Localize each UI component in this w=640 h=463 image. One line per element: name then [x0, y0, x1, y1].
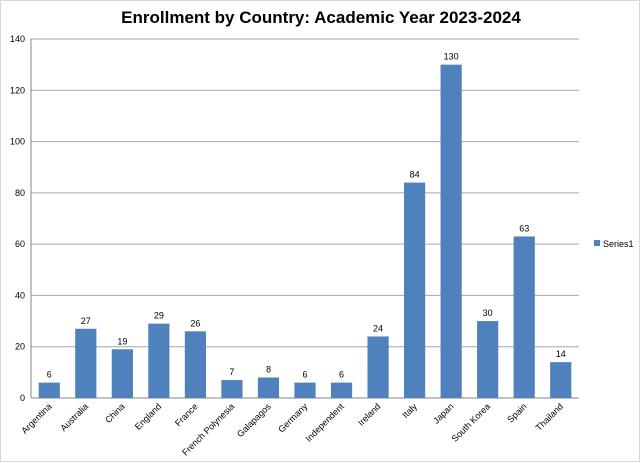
bar [440, 64, 462, 398]
legend-label: Series1 [603, 239, 634, 249]
bar [221, 380, 243, 398]
x-category-label: Italy [400, 401, 419, 420]
bar [111, 349, 133, 398]
legend-swatch [594, 240, 600, 246]
bar [404, 182, 426, 398]
x-category-label: Thailand [534, 401, 565, 432]
bar [184, 331, 206, 398]
bar [550, 362, 572, 398]
y-tick-label: 100 [10, 137, 25, 147]
data-label: 8 [266, 364, 271, 374]
data-label: 130 [444, 52, 459, 62]
data-label: 30 [483, 308, 493, 318]
data-label: 27 [81, 316, 91, 326]
x-category-label: France [173, 401, 200, 428]
bar [38, 382, 60, 398]
bars [38, 64, 572, 398]
data-label: 29 [154, 311, 164, 321]
bar [75, 328, 97, 398]
data-label: 6 [302, 370, 307, 380]
bar [257, 377, 280, 398]
x-category-label: Galapagos [235, 401, 273, 439]
data-label: 6 [339, 370, 344, 380]
gridlines [30, 38, 579, 399]
bar [477, 321, 499, 398]
x-category-label: Ireland [356, 401, 383, 428]
data-label: 14 [556, 349, 566, 359]
x-axis-categories: Argentina Australia China England FranceFren… [19, 401, 565, 458]
x-category-label: Spain [505, 401, 528, 424]
x-category-label: South Korea [450, 401, 492, 443]
data-label: 63 [519, 223, 529, 233]
y-tick-label: 140 [10, 34, 25, 44]
data-labels: 6 27 19 29 26 7 8 6 6 24 84 130 30 63 14 [47, 52, 566, 380]
data-label: 84 [410, 170, 420, 180]
x-category-label: Japan [431, 401, 455, 425]
x-category-label: China [103, 401, 127, 425]
legend: Series1 [594, 239, 634, 249]
x-category-label: Argentina [19, 401, 53, 435]
bar [367, 336, 389, 398]
y-tick-label: 20 [15, 342, 25, 352]
data-label: 26 [190, 318, 200, 328]
bar [294, 382, 316, 398]
bar [148, 323, 170, 398]
x-category-label: Australia [58, 401, 90, 433]
x-category-label: Germany [276, 401, 310, 435]
data-label: 7 [229, 367, 234, 377]
data-label: 6 [47, 370, 52, 380]
chart-title: Enrollment by Country: Academic Year 202… [121, 8, 521, 27]
bar [330, 382, 353, 398]
y-tick-label: 60 [15, 239, 25, 249]
data-label: 19 [117, 336, 127, 346]
x-category-label: England [133, 401, 163, 431]
x-category-label: Independent [303, 401, 346, 444]
bar [513, 236, 535, 398]
y-tick-label: 120 [10, 85, 25, 95]
y-tick-label: 0 [20, 393, 25, 403]
data-label: 24 [373, 323, 383, 333]
y-axis-ticks: 0 20 40 60 80 100 120 140 [10, 34, 25, 403]
y-tick-label: 80 [15, 188, 25, 198]
y-tick-label: 40 [15, 290, 25, 300]
